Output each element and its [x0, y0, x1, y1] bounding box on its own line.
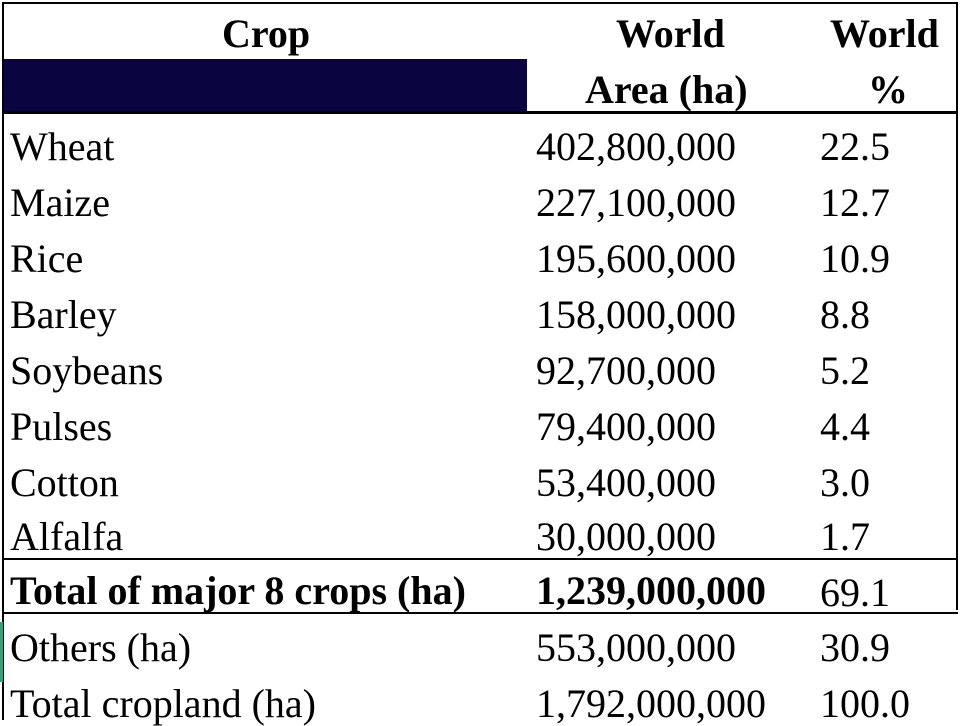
- header-pct-line2: %: [868, 67, 908, 112]
- header-banner: [4, 59, 527, 111]
- crop-area: 79,400,000: [536, 404, 716, 449]
- crop-name: Pulses: [10, 404, 113, 449]
- crop-area: 227,100,000: [536, 180, 736, 225]
- crop-name: Cotton: [10, 460, 119, 505]
- crop-pct: 22.5: [820, 124, 890, 169]
- crop-area: 402,800,000: [536, 124, 736, 169]
- header-area-line1: World: [616, 11, 725, 56]
- total-major-pct: 69.1: [820, 570, 890, 615]
- crop-pct: 8.8: [820, 292, 870, 337]
- crop-name: Wheat: [10, 124, 115, 169]
- total-major-area: 1,239,000,000: [536, 568, 766, 613]
- total-cropland-label: Total cropland (ha): [10, 681, 316, 726]
- others-area: 553,000,000: [536, 625, 736, 670]
- crop-pct: 10.9: [820, 236, 890, 281]
- table-top-border: [2, 2, 958, 4]
- others-pct: 30.9: [820, 625, 890, 670]
- header-crop: Crop: [222, 11, 311, 56]
- table-right-border: [956, 2, 958, 610]
- crop-pct: 1.7: [820, 514, 870, 559]
- crop-name: Alfalfa: [10, 514, 124, 559]
- crop-pct: 4.4: [820, 404, 870, 449]
- crop-area: 30,000,000: [536, 514, 716, 559]
- crop-pct: 5.2: [820, 348, 870, 393]
- header-bottom-rule: [2, 111, 958, 114]
- crop-name: Maize: [10, 180, 110, 225]
- crop-name: Rice: [10, 236, 84, 281]
- edge-mark: [0, 622, 3, 682]
- header-area-line2: Area (ha): [585, 67, 748, 112]
- header-pct-line1: World: [830, 11, 939, 56]
- crop-area: 92,700,000: [536, 348, 716, 393]
- crop-name: Soybeans: [10, 348, 164, 393]
- total-bottom-rule: [2, 612, 958, 614]
- table-left-border: [2, 2, 4, 720]
- total-cropland-area: 1,792,000,000: [536, 681, 766, 726]
- total-cropland-pct: 100.0: [820, 681, 910, 726]
- crop-area: 158,000,000: [536, 292, 736, 337]
- total-top-rule: [2, 558, 958, 560]
- crop-name: Barley: [10, 292, 117, 337]
- total-major-label: Total of major 8 crops (ha): [10, 568, 466, 613]
- others-label: Others (ha): [10, 625, 192, 670]
- crop-area: 53,400,000: [536, 460, 716, 505]
- crop-area: 195,600,000: [536, 236, 736, 281]
- crop-pct: 3.0: [820, 460, 870, 505]
- crop-pct: 12.7: [820, 180, 890, 225]
